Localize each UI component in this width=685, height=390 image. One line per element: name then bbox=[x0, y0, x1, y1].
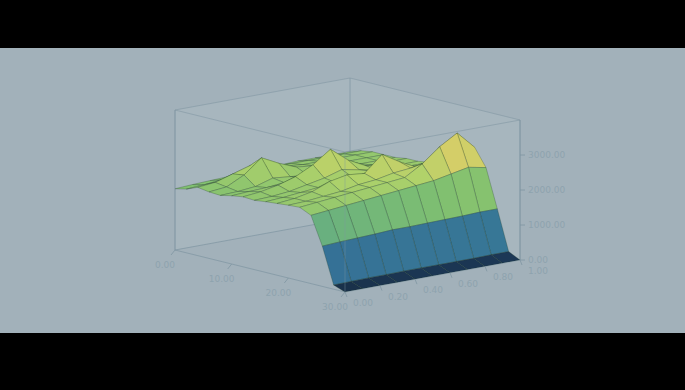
box-edge bbox=[345, 152, 346, 292]
backdrop bbox=[0, 48, 685, 333]
y-tick bbox=[485, 266, 487, 271]
box-edge bbox=[175, 110, 345, 152]
x-tick bbox=[284, 278, 288, 283]
box-edge bbox=[350, 78, 520, 120]
surface-cell bbox=[322, 242, 351, 285]
x-tick bbox=[228, 264, 232, 269]
x-tick bbox=[171, 250, 175, 255]
axes: 0.00 10.00 20.00 30.00 0.00 0.20 0.40 0.60 0.80 1… bbox=[155, 150, 566, 312]
box-edge bbox=[345, 152, 346, 292]
y-tick-label: 0.00 bbox=[353, 298, 373, 308]
box-edge bbox=[175, 78, 350, 110]
x-tick-label: 10.00 bbox=[209, 274, 235, 284]
box-edge bbox=[175, 110, 176, 250]
box-face bbox=[175, 78, 350, 250]
y-tick-label: 0.80 bbox=[493, 272, 513, 282]
z-tick-label: 1000.00 bbox=[528, 220, 565, 230]
box-edge bbox=[175, 110, 176, 250]
x-tick-label: 20.00 bbox=[265, 288, 291, 298]
y-tick-label: 1.00 bbox=[528, 266, 548, 276]
y-tick-label: 0.60 bbox=[458, 279, 478, 289]
x-tick-label: 0.00 bbox=[155, 260, 175, 270]
box bbox=[175, 78, 520, 292]
y-tick-label: 0.40 bbox=[423, 285, 443, 295]
box-front bbox=[175, 78, 520, 292]
surface-cell bbox=[334, 281, 363, 292]
z-tick bbox=[520, 155, 525, 156]
x-tick bbox=[341, 292, 345, 297]
y-tick-label: 0.20 bbox=[388, 292, 408, 302]
letterbox bbox=[0, 0, 685, 390]
z-tick-label: 3000.00 bbox=[528, 150, 565, 160]
x-tick-label: 30.00 bbox=[322, 302, 348, 312]
surface-cell bbox=[311, 210, 340, 246]
y-tick bbox=[520, 260, 522, 265]
z-tick-label: 0.00 bbox=[528, 255, 548, 265]
y-tick bbox=[380, 286, 382, 291]
z-tick bbox=[520, 260, 525, 261]
y-tick bbox=[450, 273, 452, 278]
y-tick bbox=[415, 279, 417, 284]
chart: 0.00 10.00 20.00 30.00 0.00 0.20 0.40 0.60 0.80 1… bbox=[0, 0, 685, 390]
z-tick bbox=[520, 190, 525, 191]
z-tick-label: 2000.00 bbox=[528, 185, 565, 195]
box-edge bbox=[345, 120, 520, 152]
surface bbox=[175, 133, 520, 292]
box-edge bbox=[175, 250, 345, 292]
y-tick bbox=[345, 292, 347, 297]
z-tick bbox=[520, 225, 525, 226]
